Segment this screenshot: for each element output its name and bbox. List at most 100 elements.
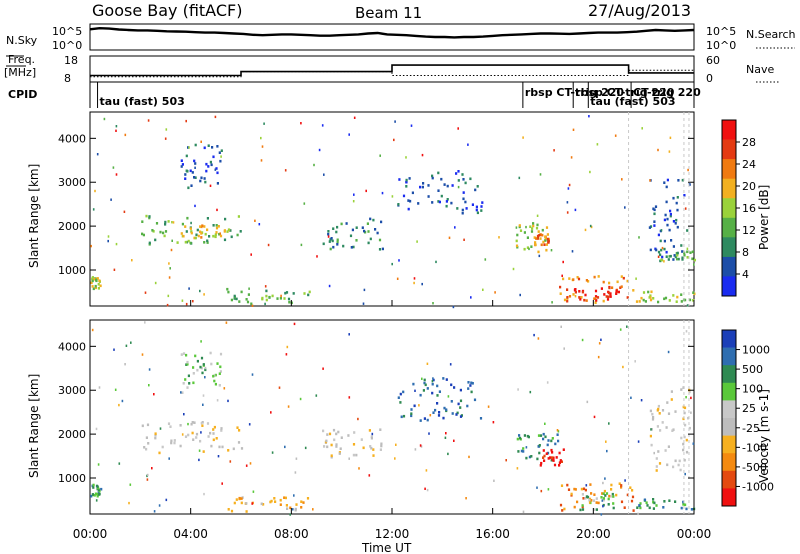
scatter-cell	[626, 279, 629, 283]
scatter-cell	[410, 414, 413, 418]
scatter-cell	[370, 446, 373, 450]
scatter-cell	[604, 477, 606, 480]
scatter-cell	[447, 395, 450, 398]
scatter-cell	[653, 224, 656, 227]
scatter-cell	[92, 287, 95, 291]
scatter-cell	[480, 209, 483, 212]
scatter-cell	[148, 368, 151, 371]
scatter-cell	[195, 436, 198, 439]
scatter-cell	[684, 472, 686, 476]
scatter-cell	[423, 417, 426, 420]
scatter-cell	[194, 162, 197, 165]
scatter-cell	[538, 254, 541, 258]
scatter-cell	[185, 302, 188, 306]
scatter-cell	[348, 396, 351, 399]
scatter-cell	[170, 441, 173, 445]
scatter-cell	[96, 494, 99, 498]
scatter-cell	[332, 245, 335, 249]
scatter-cell	[684, 298, 687, 302]
nsearch-tick-bottom: 10^0	[706, 39, 736, 52]
scatter-cell	[454, 226, 456, 229]
scatter-cell	[405, 178, 408, 182]
scatter-cell	[199, 365, 202, 369]
scatter-cell	[463, 238, 465, 241]
scatter-cell	[649, 294, 652, 297]
scatter-cell	[209, 184, 212, 187]
scatter-cell	[461, 173, 464, 176]
scatter-cell	[307, 293, 310, 297]
range-tick-label: 1000	[58, 472, 86, 485]
scatter-cell	[537, 250, 540, 254]
scatter-cell	[655, 248, 658, 252]
scatter-cell	[547, 488, 550, 491]
scatter-cell	[665, 250, 668, 254]
scatter-cell	[671, 429, 674, 432]
nave-line	[90, 69, 694, 78]
scatter-cell	[538, 444, 541, 447]
scatter-cell	[145, 436, 148, 439]
scatter-cell	[322, 242, 325, 246]
scatter-cell	[410, 124, 413, 127]
scatter-cell	[468, 455, 470, 459]
scatter-cell	[215, 224, 218, 227]
scatter-cell	[675, 201, 678, 205]
scatter-cell	[650, 296, 652, 299]
scatter-cell	[581, 504, 584, 507]
colorbar-tick-label: 4	[742, 268, 749, 281]
scatter-cell	[202, 450, 205, 453]
scatter-cell	[245, 502, 248, 505]
scatter-cell	[267, 243, 270, 247]
scatter-cell	[692, 442, 695, 445]
scatter-cell	[326, 433, 329, 436]
scatter-cell	[96, 153, 99, 156]
scatter-cell	[379, 428, 382, 431]
scatter-cell	[640, 399, 643, 402]
scatter-cell	[453, 439, 455, 442]
scatter-cell	[144, 321, 146, 324]
scatter-cell	[193, 421, 196, 424]
date-title: 27/Aug/2013	[588, 1, 691, 20]
scatter-cell	[535, 237, 538, 240]
time-tick-label: 12:00	[375, 527, 410, 541]
scatter-cell	[148, 384, 150, 387]
scatter-cell	[637, 512, 639, 516]
scatter-cell	[220, 429, 223, 432]
scatter-cell	[519, 229, 523, 232]
scatter-cell	[107, 239, 109, 243]
scatter-cell	[522, 450, 525, 453]
scatter-cell	[549, 456, 552, 459]
scatter-cell	[668, 150, 671, 153]
scatter-cell	[525, 225, 527, 229]
scatter-cell	[295, 503, 298, 506]
scatter-cell	[592, 499, 596, 502]
scatter-cell	[202, 403, 204, 406]
scatter-cell	[652, 207, 655, 211]
scatter-cell	[540, 489, 543, 493]
scatter-cell	[606, 298, 610, 301]
scatter-cell	[686, 229, 689, 232]
scatter-cell	[596, 143, 599, 146]
colorbar-swatch	[722, 400, 736, 419]
scatter-cell	[624, 479, 626, 482]
scatter-cell	[539, 233, 542, 236]
scatter-cell	[180, 159, 183, 162]
scatter-cell	[536, 234, 540, 238]
scatter-cell	[668, 299, 671, 302]
scatter-cell	[293, 322, 296, 326]
colorbar-swatch	[722, 418, 736, 436]
velocity-colorbar: 1000 500 100 25 -25 -100 -500 -1000	[721, 329, 774, 507]
scatter-cell	[588, 501, 591, 504]
scatter-cell	[284, 445, 286, 449]
scatter-cell	[245, 510, 248, 513]
scatter-cell	[603, 489, 606, 493]
scatter-cell	[181, 222, 184, 226]
scatter-cell	[553, 463, 557, 467]
scatter-cell	[358, 467, 360, 470]
scatter-cell	[428, 432, 430, 435]
scatter-cell	[300, 243, 303, 247]
scatter-cell	[546, 381, 549, 384]
scatter-cell	[651, 418, 655, 421]
scatter-cell	[363, 229, 366, 233]
scatter-cell	[252, 490, 255, 493]
